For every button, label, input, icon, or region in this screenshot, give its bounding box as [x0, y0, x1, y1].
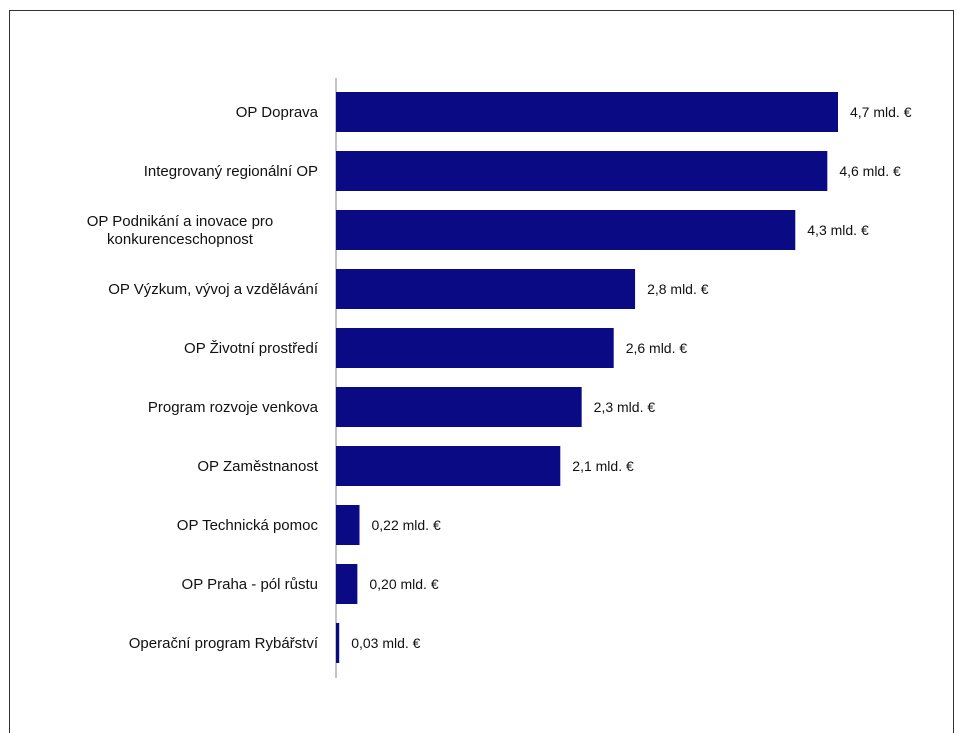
bar-3 [336, 269, 636, 309]
category-label-7: OP Technická pomoc [177, 517, 319, 534]
category-label-3: OP Výzkum, vývoj a vzdělávání [108, 281, 319, 298]
bar-9 [336, 623, 340, 663]
bar-6 [336, 446, 561, 486]
category-label-8: OP Praha - pól růstu [182, 576, 318, 593]
category-label-0: OP Doprava [236, 104, 319, 121]
bar-2 [336, 210, 796, 250]
value-label-3: 2,8 mld. € [647, 281, 709, 297]
value-label-2: 4,3 mld. € [807, 222, 869, 238]
chart-frame [9, 10, 954, 733]
value-label-4: 2,6 mld. € [626, 340, 688, 356]
bar-0 [336, 92, 838, 132]
category-label-1: Integrovaný regionální OP [144, 163, 318, 180]
category-label-2-1: konkurenceschopnost [107, 231, 254, 248]
value-label-7: 0,22 mld. € [371, 517, 440, 533]
category-label-6: OP Zaměstnanost [197, 458, 318, 475]
value-label-6: 2,1 mld. € [572, 458, 634, 474]
value-label-9: 0,03 mld. € [351, 635, 420, 651]
bar-7 [336, 505, 360, 545]
category-label-2-0: OP Podnikání a inovace pro [87, 213, 274, 230]
bar-5 [336, 387, 582, 427]
category-label-5: Program rozvoje venkova [148, 399, 319, 416]
bar-8 [336, 564, 358, 604]
category-label-4: OP Životní prostředí [184, 340, 319, 357]
value-label-1: 4,6 mld. € [839, 163, 901, 179]
category-label-9: Operační program Rybářství [129, 635, 319, 652]
value-label-5: 2,3 mld. € [594, 399, 656, 415]
bar-4 [336, 328, 614, 368]
value-label-0: 4,7 mld. € [850, 104, 912, 120]
value-label-8: 0,20 mld. € [369, 576, 438, 592]
bar-1 [336, 151, 828, 191]
